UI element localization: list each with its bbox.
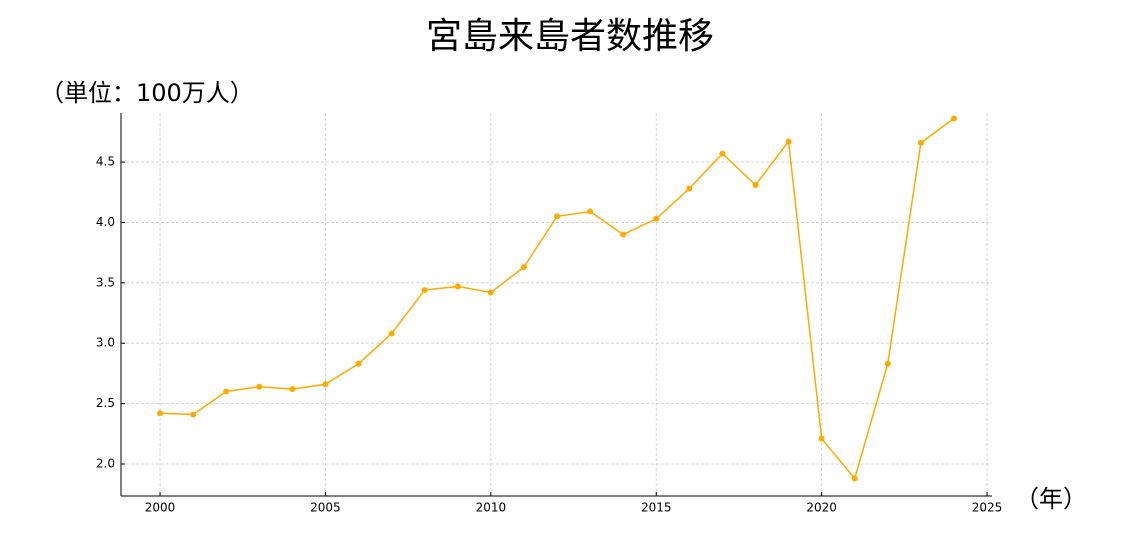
data-point xyxy=(752,181,759,188)
data-point xyxy=(421,287,428,294)
y-tick-label: 4.0 xyxy=(96,215,115,229)
data-point xyxy=(950,115,957,122)
y-tick-label: 2.5 xyxy=(96,396,115,410)
data-point xyxy=(620,231,627,238)
data-point xyxy=(355,360,362,367)
y-tick-label: 4.5 xyxy=(96,155,115,169)
data-point xyxy=(719,150,726,157)
data-point xyxy=(388,330,395,337)
data-point xyxy=(256,383,263,390)
data-point xyxy=(653,215,660,222)
y-tick-label: 3.0 xyxy=(96,336,115,350)
x-tick-label: 2020 xyxy=(806,501,837,515)
y-tick-label: 3.5 xyxy=(96,275,115,289)
data-point xyxy=(587,208,594,215)
x-tick-label: 2015 xyxy=(641,501,672,515)
data-point xyxy=(487,289,494,296)
data-point xyxy=(322,381,329,388)
data-point xyxy=(686,185,693,192)
x-tick-label: 2025 xyxy=(972,501,1003,515)
data-point xyxy=(289,386,296,393)
data-line xyxy=(160,117,955,481)
x-tick-label: 2005 xyxy=(310,501,341,515)
data-point xyxy=(818,435,825,442)
data-point xyxy=(884,360,891,367)
data-point xyxy=(917,139,924,146)
data-point xyxy=(190,411,197,418)
data-point xyxy=(157,410,164,417)
data-point xyxy=(454,283,461,290)
data-point xyxy=(851,475,858,482)
x-axis-label: （年） xyxy=(1015,485,1087,513)
data-point xyxy=(785,138,792,145)
data-point xyxy=(223,388,230,395)
chart-title: 宮島来島者数推移 xyxy=(426,16,714,57)
data-point xyxy=(553,213,560,220)
x-tick-label: 2000 xyxy=(145,501,176,515)
x-tick-label: 2010 xyxy=(476,501,507,515)
data-point xyxy=(520,264,527,271)
y-tick-label: 2.0 xyxy=(96,456,115,470)
y-axis-label: （単位：100万人） xyxy=(40,79,254,107)
